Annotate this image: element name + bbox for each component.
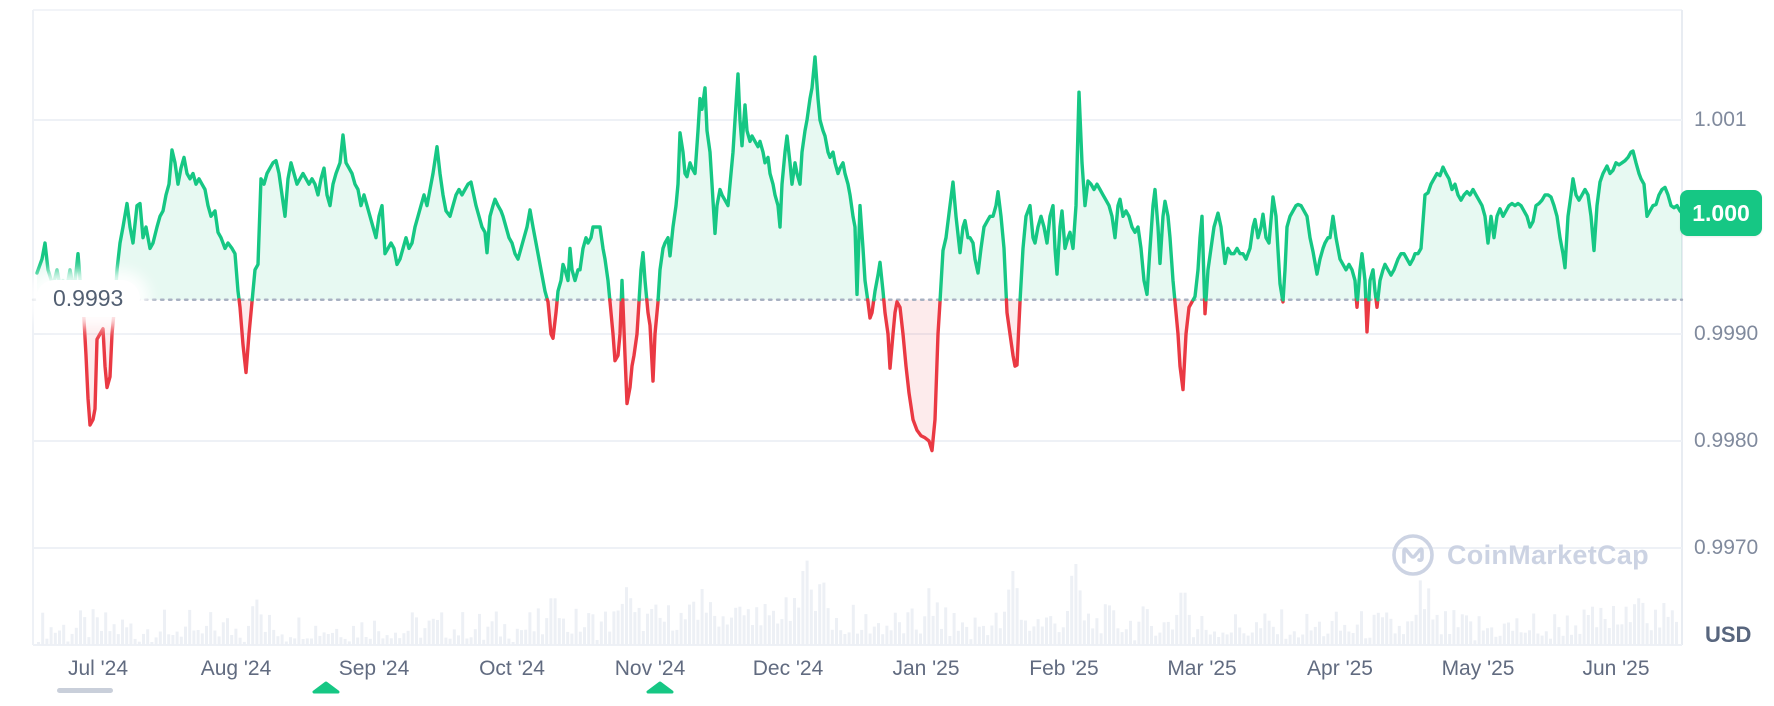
- volume-bars: [37, 560, 1678, 645]
- x-axis-label: Sep '24: [338, 657, 410, 680]
- price-area-above-baseline: [252, 135, 548, 300]
- event-marker-icon[interactable]: [312, 681, 340, 694]
- x-axis-label: Jan '25: [892, 657, 960, 680]
- x-axis-label: May '25: [1441, 657, 1515, 680]
- x-axis-label: Apr '25: [1307, 657, 1373, 680]
- price-area-above-baseline: [658, 56, 868, 300]
- price-line-down-segment: [237, 298, 254, 375]
- x-axis-label: Dec '24: [752, 657, 824, 680]
- coinmarketcap-watermark: CoinMarketCap: [1390, 532, 1649, 578]
- price-line-up-segment: [1355, 252, 1368, 302]
- price-line-up-segment: [1018, 90, 1177, 302]
- x-axis-label: Jul '24: [67, 657, 129, 680]
- x-axis-label: Jun '25: [1582, 657, 1650, 680]
- y-axis-label: 0.9970: [1694, 536, 1759, 559]
- price-line-up-segment: [938, 180, 1009, 302]
- price-area-above-baseline: [1283, 204, 1357, 300]
- x-axis-label: Oct '24: [479, 657, 545, 680]
- price-line-down-segment: [1364, 298, 1371, 334]
- price-area-above-baseline: [557, 227, 610, 300]
- watermark-text: CoinMarketCap: [1447, 539, 1649, 570]
- price-area-above-baseline: [1020, 92, 1175, 300]
- price-line-up-segment: [1281, 202, 1359, 302]
- price-line-down-segment: [80, 298, 117, 427]
- price-line-down-segment: [621, 298, 641, 406]
- x-axis-label: Nov '24: [614, 657, 686, 680]
- price-line-down-segment: [1173, 298, 1195, 392]
- price-line-down-segment: [645, 298, 660, 383]
- price-line-up-segment: [872, 260, 886, 302]
- baseline-price-label: 0.9993: [36, 280, 141, 317]
- time-scrollbar-thumb[interactable]: [57, 688, 113, 693]
- event-marker-icon[interactable]: [646, 681, 674, 694]
- price-line-down-segment: [882, 298, 942, 453]
- y-axis-label: 0.9980: [1694, 429, 1759, 452]
- price-line-up-segment: [113, 148, 241, 302]
- price-line-up-segment: [1204, 195, 1285, 302]
- x-axis-label: Aug '24: [200, 657, 272, 680]
- x-axis-label: Feb '25: [1029, 657, 1099, 680]
- price-line-down-segment: [1374, 298, 1380, 309]
- price-area-above-baseline: [115, 150, 240, 300]
- coinmarketcap-logo-icon: [1390, 532, 1436, 578]
- current-price-badge: 1.000: [1680, 190, 1762, 237]
- y-axis-label: 0.9990: [1694, 322, 1759, 345]
- price-line-up-segment: [619, 278, 625, 302]
- price-area-below-baseline: [883, 299, 941, 451]
- price-line-up-segment: [656, 55, 870, 302]
- x-axis-label: Mar '25: [1167, 657, 1237, 680]
- price-line-up-segment: [637, 251, 649, 302]
- price-line-down-segment: [545, 298, 559, 340]
- price-area-below-baseline: [82, 299, 116, 425]
- price-line-down-segment: [1354, 298, 1360, 309]
- price-line-up-segment: [555, 225, 612, 302]
- price-area-above-baseline: [940, 182, 1007, 300]
- price-line-down-segment: [608, 298, 623, 363]
- price-line-up-segment: [250, 133, 550, 302]
- price-line-up-segment: [1367, 268, 1378, 302]
- y-axis-label: 1.001: [1694, 108, 1747, 131]
- price-line-up-segment: [1376, 149, 1684, 302]
- price-line-down-segment: [866, 298, 876, 320]
- price-line-down-segment: [1202, 298, 1208, 316]
- currency-label: USD: [1705, 622, 1752, 647]
- price-line-down-segment: [1004, 298, 1022, 368]
- price-line-up-segment: [1191, 214, 1207, 302]
